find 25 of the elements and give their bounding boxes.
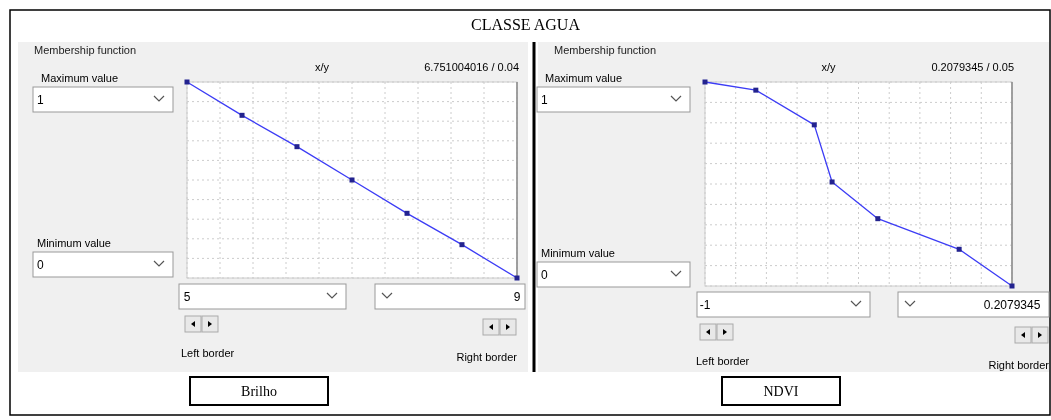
text: Maximum value	[41, 72, 119, 84]
text: 0	[37, 258, 44, 272]
text: Left border	[181, 347, 235, 359]
text: Minimum value	[37, 237, 111, 249]
chart-title: CLASSE AGUA	[471, 16, 581, 33]
text: Right border	[988, 359, 1050, 371]
text: Minimum value	[541, 247, 615, 259]
text: Membership function	[34, 44, 137, 56]
text: 0.2079345 / 0.05	[931, 61, 1014, 73]
text: 6.751004016 / 0.04	[424, 61, 519, 73]
text: Maximum value	[545, 72, 623, 84]
x-axis-title: NDVI	[763, 384, 799, 399]
x-tick-label: 5	[183, 290, 191, 304]
x-tick-label: 9	[513, 290, 521, 304]
x-tick-label: 0.2079345	[983, 298, 1041, 312]
text: 1	[541, 93, 548, 107]
text: Membership function	[554, 44, 657, 56]
text: x/y	[821, 61, 837, 73]
x-tick-label: -1	[699, 298, 711, 312]
x-axis-title: Brilho	[241, 384, 277, 399]
text: 0	[541, 268, 548, 282]
text: 1	[37, 93, 44, 107]
text: Left border	[696, 355, 750, 367]
text: x/y	[314, 61, 330, 73]
text: Right border	[456, 351, 518, 363]
